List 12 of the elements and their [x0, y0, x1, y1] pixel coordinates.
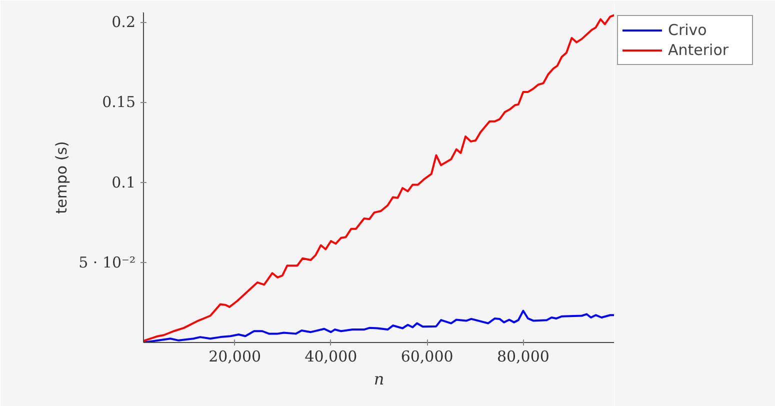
x-axis-title: n — [374, 370, 384, 388]
x-tick-label: 20,000 — [208, 348, 262, 366]
y-tick-label: 5 · 10⁻² — [78, 253, 136, 272]
legend-label: Anterior — [668, 41, 730, 59]
y-tick-label: 0.2 — [112, 13, 136, 32]
y-tick-label: 0.1 — [112, 173, 136, 192]
legend-label: Crivo — [668, 21, 708, 39]
x-tick-label: 80,000 — [496, 348, 550, 366]
x-tick-label: 40,000 — [304, 348, 358, 366]
y-axis-title: tempo (s) — [52, 141, 71, 214]
x-tick-label: 60,000 — [400, 348, 454, 366]
y-tick-label: 0.15 — [102, 93, 136, 112]
